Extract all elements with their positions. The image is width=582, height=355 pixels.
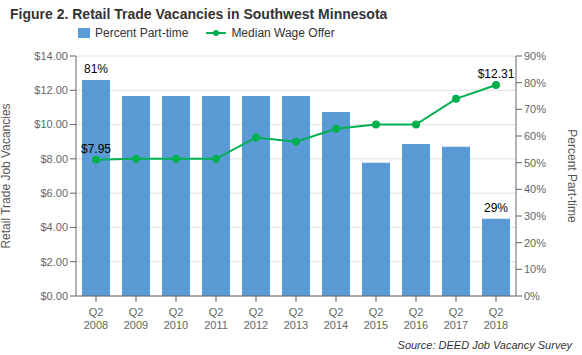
- svg-text:Q22010: Q22010: [164, 306, 188, 331]
- svg-text:$14.00: $14.00: [34, 50, 68, 62]
- svg-text:$6.00: $6.00: [40, 187, 68, 199]
- svg-text:40%: 40%: [524, 183, 546, 195]
- svg-text:Q22008: Q22008: [84, 306, 108, 331]
- html-text:Figure 2. Retail Trade Vacanci: Figure 2. Retail Trade Vacancies in Sout…: [10, 6, 388, 22]
- svg-text:$2.00: $2.00: [40, 256, 68, 268]
- svg-text:20%: 20%: [524, 237, 546, 249]
- svg-text:50%: 50%: [524, 157, 546, 169]
- svg-text:70%: 70%: [524, 103, 546, 115]
- svg-text:Percent Part-time: Percent Part-time: [565, 129, 574, 223]
- svg-text:$7.95: $7.95: [81, 142, 111, 156]
- svg-text:Q22016: Q22016: [404, 306, 428, 331]
- svg-text:30%: 30%: [524, 210, 546, 222]
- svg-text:Q22012: Q22012: [244, 306, 268, 331]
- svg-text:Q22017: Q22017: [444, 306, 468, 331]
- svg-text:$0.00: $0.00: [40, 290, 68, 302]
- svg-text:90%: 90%: [524, 50, 546, 62]
- svg-text:60%: 60%: [524, 130, 546, 142]
- svg-text:$8.00: $8.00: [40, 153, 68, 165]
- html-text:Percent Part-time: Percent Part-time: [95, 26, 189, 40]
- html-text:Source: DEED Job Vacancy Surve: Source: DEED Job Vacancy Survey: [397, 339, 572, 351]
- svg-text:Retail Trade Job Vacancies: Retail Trade Job Vacancies: [8, 103, 13, 248]
- svg-text:$4.00: $4.00: [40, 221, 68, 233]
- svg-text:$10.00: $10.00: [34, 118, 68, 130]
- svg-text:0%: 0%: [524, 290, 540, 302]
- svg-text:Q22014: Q22014: [324, 306, 348, 331]
- svg-text:80%: 80%: [524, 77, 546, 89]
- svg-text:Q22018: Q22018: [484, 306, 508, 331]
- svg-text:Q22009: Q22009: [124, 306, 148, 331]
- svg-text:81%: 81%: [84, 62, 108, 76]
- svg-text:$12.00: $12.00: [34, 84, 68, 96]
- svg-text:$12.31: $12.31: [478, 67, 515, 81]
- svg-text:Q22015: Q22015: [364, 306, 388, 331]
- svg-text:10%: 10%: [524, 263, 546, 275]
- svg-text:Q22011: Q22011: [204, 306, 228, 331]
- svg-text:Q22013: Q22013: [284, 306, 308, 331]
- html-text:Median Wage Offer: Median Wage Offer: [231, 26, 335, 40]
- svg-text:29%: 29%: [484, 201, 508, 215]
